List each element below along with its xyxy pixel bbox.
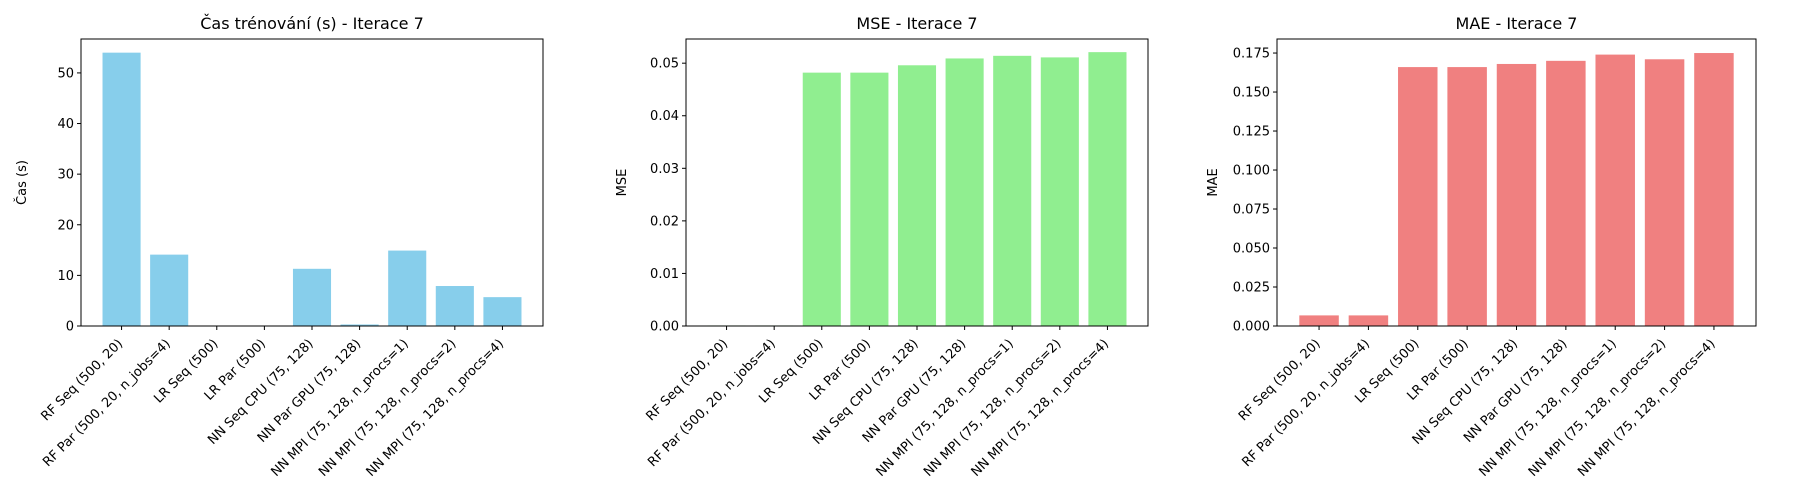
y-tick-label: 20 [57,218,74,233]
y-tick-label: 0.150 [1233,86,1270,101]
y-tick-label: 0.00 [650,320,679,335]
bar [1645,59,1684,326]
y-tick-label: 40 [57,117,74,132]
y-tick-label: 0.03 [650,162,679,177]
y-tick-label: 0.02 [650,214,679,229]
bar [1398,67,1437,326]
bar [103,53,141,326]
y-axis-label: Čas (s) [14,160,30,205]
bar [1088,52,1126,326]
y-tick-label: 0 [66,320,74,335]
chart-panel-3: MAE - Iterace 7 0.000 0.025 0.050 0.075 0.100… [1206,14,1756,480]
y-tick-label: 0.025 [1233,281,1270,296]
bar [803,73,841,326]
bar [388,251,426,326]
chart-title: MAE - Iterace 7 [1456,14,1578,33]
y-tick-label: 0.050 [1233,242,1270,257]
y-tick-label: 10 [57,269,74,284]
bar [850,73,888,326]
bar [293,269,331,326]
y-tick-label: 0.175 [1233,47,1270,62]
y-tick-label: 30 [57,168,74,183]
bar [1041,57,1079,326]
bar [993,56,1031,326]
y-tick-label: 50 [57,66,74,81]
bar [436,286,474,326]
y-tick-label: 0.01 [650,267,679,282]
y-tick-label: 0.05 [650,57,679,72]
y-tick-label: 0.100 [1233,164,1270,179]
y-tick-label: 0.04 [650,109,679,124]
chart-title: Čas trénování (s) - Iterace 7 [200,14,424,33]
bar [1299,315,1338,326]
x-tick-label: RF Seq (500, 20) [643,336,731,424]
y-axis-label: MSE [615,169,630,197]
y-tick-label: 0.000 [1233,320,1270,335]
bar [946,58,984,326]
x-tick-label: RF Seq (500, 20) [1236,336,1324,424]
chart-title: MSE - Iterace 7 [856,14,977,33]
bar [1694,53,1733,326]
bar [1497,64,1536,326]
y-tick-label: 0.125 [1233,125,1270,140]
x-tick-label: RF Seq (500, 20) [38,336,126,424]
bar [483,297,521,326]
bar [1595,55,1634,326]
chart-panel-2: MSE - Iterace 7 0.00 0.01 0.02 0.03 0.04 0.05 R… [615,14,1148,480]
bar [150,255,188,326]
y-axis-label: MAE [1206,168,1221,196]
bar [1349,315,1388,326]
bar [1546,61,1585,326]
y-tick-label: 0.075 [1233,203,1270,218]
bar [898,65,936,326]
chart-panel-1: Čas trénování (s) - Iterace 7 0 10 20 30 40 50… [14,14,543,480]
bar [1447,67,1486,326]
